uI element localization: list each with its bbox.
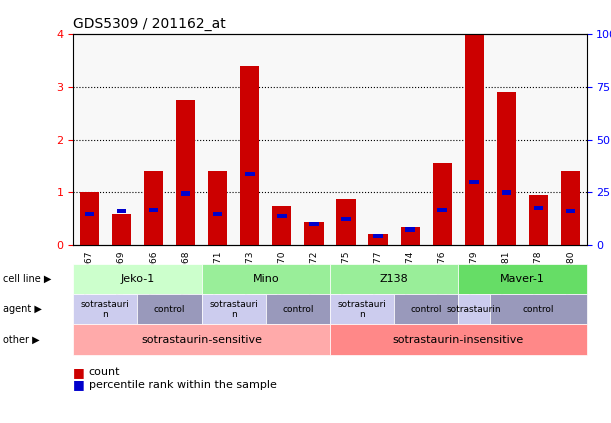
Bar: [373, 233, 383, 238]
Bar: [437, 208, 447, 212]
Text: control: control: [522, 305, 554, 314]
Bar: [336, 199, 356, 245]
Bar: [304, 222, 324, 245]
Bar: [277, 214, 287, 218]
Bar: [502, 190, 511, 195]
Text: sotrastauri
n: sotrastauri n: [81, 299, 130, 319]
Text: Maver-1: Maver-1: [500, 274, 545, 284]
Bar: [433, 163, 452, 245]
Text: sotrastaurin-insensitive: sotrastaurin-insensitive: [393, 335, 524, 345]
Text: sotrastaurin: sotrastaurin: [447, 305, 502, 314]
Bar: [176, 100, 196, 245]
Bar: [561, 171, 580, 245]
Bar: [208, 171, 227, 245]
Bar: [117, 209, 126, 213]
Bar: [181, 191, 191, 196]
Bar: [405, 228, 415, 232]
Bar: [368, 233, 387, 245]
Text: Z138: Z138: [379, 274, 409, 284]
Text: ■: ■: [73, 366, 85, 379]
Text: GDS5309 / 201162_at: GDS5309 / 201162_at: [73, 17, 226, 31]
Text: agent ▶: agent ▶: [3, 304, 42, 314]
Text: sotrastauri
n: sotrastauri n: [210, 299, 258, 319]
Bar: [401, 227, 420, 245]
Text: count: count: [89, 367, 120, 377]
Bar: [84, 212, 94, 216]
Bar: [309, 222, 319, 226]
Bar: [112, 214, 131, 245]
Text: sotrastaurin-sensitive: sotrastaurin-sensitive: [141, 335, 262, 345]
Text: percentile rank within the sample: percentile rank within the sample: [89, 380, 276, 390]
Bar: [245, 172, 255, 176]
Bar: [273, 206, 291, 245]
Bar: [213, 212, 222, 216]
Bar: [79, 192, 99, 245]
Bar: [529, 195, 548, 245]
Text: other ▶: other ▶: [3, 335, 40, 345]
Bar: [144, 171, 163, 245]
Text: Mino: Mino: [252, 274, 279, 284]
Text: ■: ■: [73, 379, 85, 391]
Text: control: control: [411, 305, 442, 314]
Bar: [341, 217, 351, 221]
Bar: [148, 208, 158, 212]
Text: sotrastauri
n: sotrastauri n: [338, 299, 386, 319]
Bar: [566, 209, 576, 213]
Text: Jeko-1: Jeko-1: [120, 274, 155, 284]
Bar: [464, 34, 484, 245]
Text: control: control: [282, 305, 313, 314]
Bar: [240, 66, 259, 245]
Text: control: control: [154, 305, 185, 314]
Bar: [533, 206, 543, 211]
Bar: [469, 180, 479, 184]
Text: cell line ▶: cell line ▶: [3, 274, 51, 284]
Bar: [497, 92, 516, 245]
